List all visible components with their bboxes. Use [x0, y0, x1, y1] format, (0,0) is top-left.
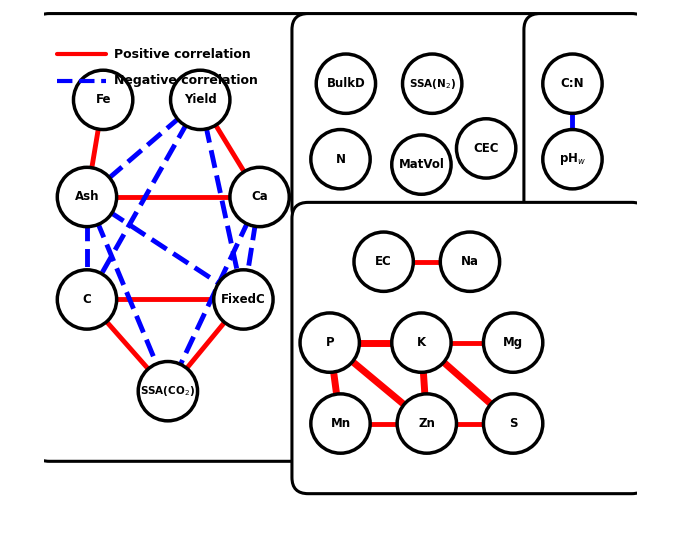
Circle shape: [402, 54, 462, 113]
Circle shape: [170, 70, 230, 130]
FancyBboxPatch shape: [292, 202, 648, 494]
Text: Fe: Fe: [95, 93, 111, 106]
Circle shape: [354, 232, 413, 292]
Text: Ca: Ca: [251, 191, 268, 203]
Text: BulkD: BulkD: [326, 77, 365, 90]
Circle shape: [316, 54, 375, 113]
Text: Mn: Mn: [330, 417, 351, 430]
Circle shape: [74, 70, 133, 130]
Circle shape: [300, 313, 360, 372]
Circle shape: [57, 167, 116, 227]
Text: N: N: [336, 153, 345, 166]
Text: SSA(N$_2$): SSA(N$_2$): [409, 77, 456, 90]
Text: Zn: Zn: [418, 417, 435, 430]
Circle shape: [441, 232, 500, 292]
Text: FixedC: FixedC: [221, 293, 266, 306]
Circle shape: [456, 119, 516, 178]
Text: CEC: CEC: [473, 142, 499, 155]
Circle shape: [484, 394, 543, 453]
Text: P: P: [326, 336, 334, 349]
Text: Na: Na: [461, 255, 479, 268]
FancyBboxPatch shape: [524, 14, 648, 224]
Circle shape: [138, 361, 197, 421]
Text: pH$_w$: pH$_w$: [559, 151, 586, 167]
Text: Yield: Yield: [184, 93, 217, 106]
Text: Negative correlation: Negative correlation: [114, 75, 258, 88]
Circle shape: [543, 130, 602, 189]
Text: MatVol: MatVol: [398, 158, 445, 171]
Text: SSA(CO$_2$): SSA(CO$_2$): [140, 384, 195, 398]
Text: Mg: Mg: [503, 336, 523, 349]
Text: EC: EC: [375, 255, 392, 268]
Text: S: S: [509, 417, 518, 430]
Circle shape: [214, 270, 273, 329]
Text: K: K: [417, 336, 426, 349]
Text: C:N: C:N: [560, 77, 584, 90]
FancyBboxPatch shape: [292, 14, 551, 224]
Circle shape: [392, 135, 451, 194]
Circle shape: [311, 394, 370, 453]
Text: Positive correlation: Positive correlation: [114, 47, 251, 60]
FancyBboxPatch shape: [33, 14, 319, 461]
Circle shape: [543, 54, 602, 113]
Circle shape: [311, 130, 370, 189]
Text: Ash: Ash: [75, 191, 99, 203]
Circle shape: [392, 313, 451, 372]
Circle shape: [484, 313, 543, 372]
Circle shape: [397, 394, 456, 453]
Circle shape: [57, 270, 116, 329]
Text: C: C: [82, 293, 91, 306]
Circle shape: [230, 167, 289, 227]
